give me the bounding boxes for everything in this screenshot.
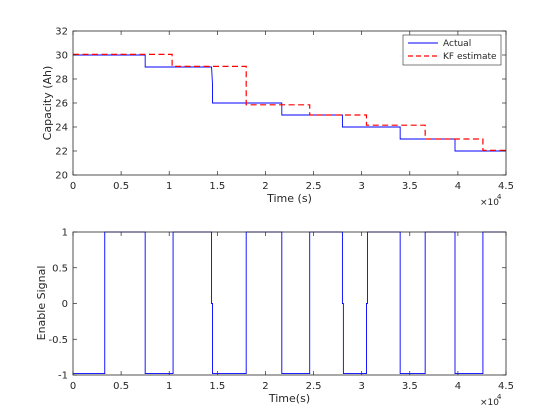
enable-y-axis-label: Enable Signal	[35, 266, 48, 341]
x-tick-label: 0.5	[113, 181, 129, 192]
y-tick-label: 20	[55, 171, 68, 182]
capacity-legend: Actual KF estimate	[402, 34, 502, 66]
y-tick-label: 28	[55, 75, 68, 86]
x-tick-label: 4.5	[498, 181, 514, 192]
capacity-x-exponent: ×10 4	[480, 193, 502, 208]
x-tick-label: 1.5	[209, 381, 225, 392]
x-tick-label: 3.5	[402, 181, 418, 192]
x-tick-label: 4.5	[498, 381, 514, 392]
x-tick-label: 3	[358, 181, 364, 192]
enable-plot-area	[73, 232, 506, 375]
x-tick-label: 3	[358, 381, 364, 392]
x-tick-label: 1.5	[209, 181, 225, 192]
y-tick-label: 22	[55, 147, 68, 158]
svg-text:4: 4	[497, 393, 502, 401]
x-tick-label: 0	[70, 381, 76, 392]
y-tick-label: 32	[55, 27, 68, 38]
enable-signal-plot: 0 0.5 1 1.5 2 2.5 3 3.5 4 4.5-1-0.500.51 Time(s) …	[35, 228, 514, 409]
x-tick-label: 0.5	[113, 381, 129, 392]
x-tick-label: 2.5	[306, 181, 322, 192]
svg-text:4: 4	[497, 193, 502, 201]
enable-x-exponent: ×10 4	[480, 393, 502, 408]
legend-label-actual: Actual	[443, 39, 471, 49]
x-tick-label: 1	[166, 381, 172, 392]
y-tick-label: -1	[58, 371, 68, 382]
x-tick-label: 0	[70, 181, 76, 192]
legend-label-kf-estimate: KF estimate	[443, 52, 497, 62]
y-tick-label: 24	[55, 123, 68, 134]
svg-text:×10: ×10	[480, 398, 499, 408]
y-tick-label: -0.5	[48, 335, 68, 346]
x-tick-label: 4	[455, 381, 461, 392]
x-tick-label: 2.5	[306, 381, 322, 392]
kf-estimate-series-line	[73, 53, 506, 151]
x-tick-label: 1	[166, 181, 172, 192]
x-tick-label: 2	[262, 381, 268, 392]
legend-box	[402, 34, 502, 66]
y-tick-label: 26	[55, 99, 68, 110]
capacity-x-axis-label: Time (s)	[266, 192, 312, 205]
capacity-y-axis-label: Capacity (Ah)	[41, 66, 54, 141]
enable-x-axis-label: Time(s)	[268, 392, 310, 405]
y-tick-label: 0.5	[52, 263, 68, 274]
y-tick-label: 30	[55, 51, 68, 62]
y-tick-label: 0	[62, 299, 68, 310]
x-tick-label: 4	[455, 181, 461, 192]
svg-text:×10: ×10	[480, 198, 499, 208]
x-tick-label: 2	[262, 181, 268, 192]
y-tick-label: 1	[62, 228, 68, 239]
x-tick-label: 3.5	[402, 381, 418, 392]
